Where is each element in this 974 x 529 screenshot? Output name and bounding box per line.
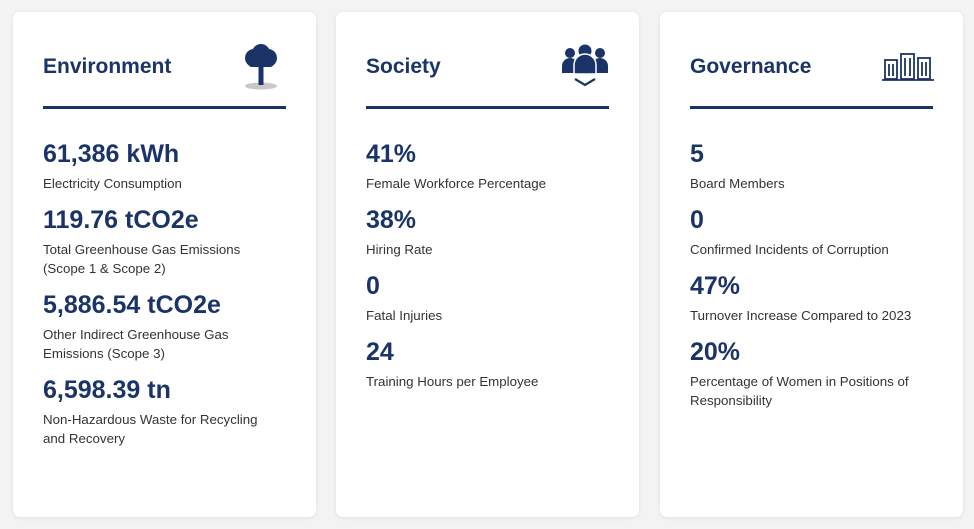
metric-value: 20% xyxy=(690,338,741,366)
metric-value: 47% xyxy=(690,272,741,300)
metric-list: 41% Female Workforce Percentage 38% Hiring … xyxy=(366,141,609,391)
card-title: Society xyxy=(366,55,441,78)
metric-label: Confirmed Incidents of Corruption xyxy=(690,241,889,257)
metric: 41% Female Workforce Percentage xyxy=(366,141,609,193)
card: Environment 61,386 kWh Electricity Consum… xyxy=(13,12,316,517)
divider xyxy=(690,106,933,109)
metric: 0 Fatal Injuries xyxy=(366,273,609,325)
metric-value: 61,386 kWh xyxy=(43,140,180,168)
card-header: Society xyxy=(366,44,609,87)
metric-value: 5 xyxy=(690,140,704,168)
metric: 61,386 kWh Electricity Consumption xyxy=(43,141,286,193)
card-title: Governance xyxy=(690,55,812,78)
metric-label: Turnover Increase Compared to 2023 xyxy=(690,307,912,323)
metric-label: Electricity Consumption xyxy=(43,175,182,191)
metric-value: 0 xyxy=(690,206,704,234)
metric-label: Board Members xyxy=(690,175,785,191)
buildings-icon xyxy=(882,53,934,81)
tree-icon xyxy=(245,44,277,90)
divider xyxy=(366,106,609,109)
metric: 20% Percentage of Women in Positions of R… xyxy=(690,339,933,410)
metric-value: 24 xyxy=(366,338,394,366)
metric: 5,886.54 tCO2e Other Indirect Greenhouse … xyxy=(43,292,286,363)
metric: 119.76 tCO2e Total Greenhouse Gas Emissio… xyxy=(43,207,286,278)
metric-label: Training Hours per Employee xyxy=(366,373,539,389)
metric-label: Hiring Rate xyxy=(366,241,433,257)
metric-label: Other Indirect Greenhouse Gas Emissions … xyxy=(43,326,229,361)
card: Society 41% Female Workforce Percentage 38… xyxy=(336,12,639,517)
metric: 5 Board Members xyxy=(690,141,933,193)
metric-label: Female Workforce Percentage xyxy=(366,175,547,191)
metric: 6,598.39 tn Non-Hazardous Waste for Recyc… xyxy=(43,377,286,448)
metric-value: 119.76 tCO2e xyxy=(43,206,199,234)
card-title: Environment xyxy=(43,55,172,78)
metric: 38% Hiring Rate xyxy=(366,207,609,259)
metric-value: 5,886.54 tCO2e xyxy=(43,291,221,319)
metric-value: 6,598.39 tn xyxy=(43,376,171,404)
metric: 47% Turnover Increase Compared to 2023 xyxy=(690,273,933,325)
metric-list: 5 Board Members 0 Confirmed Incidents of Co… xyxy=(690,141,933,410)
card-header: Governance xyxy=(690,52,934,82)
metric-value: 0 xyxy=(366,272,380,300)
metric-label: Percentage of Women in Positions of Resp… xyxy=(690,373,909,408)
metric-value: 41% xyxy=(366,140,417,168)
divider xyxy=(43,106,286,109)
metric-label: Fatal Injuries xyxy=(366,307,443,323)
metric: 24 Training Hours per Employee xyxy=(366,339,609,391)
card: Governance 5 Board Members 0 Confirmed Inci… xyxy=(660,12,963,517)
metric: 0 Confirmed Incidents of Corruption xyxy=(690,207,933,259)
metric-list: 61,386 kWh Electricity Consumption 119.76 … xyxy=(43,141,286,448)
people-icon xyxy=(562,44,608,87)
metric-label: Total Greenhouse Gas Emissions (Scope 1 … xyxy=(43,241,241,276)
metric-label: Non-Hazardous Waste for Recycling and Re… xyxy=(43,411,258,446)
card-header: Environment xyxy=(43,44,286,90)
metric-value: 38% xyxy=(366,206,417,234)
